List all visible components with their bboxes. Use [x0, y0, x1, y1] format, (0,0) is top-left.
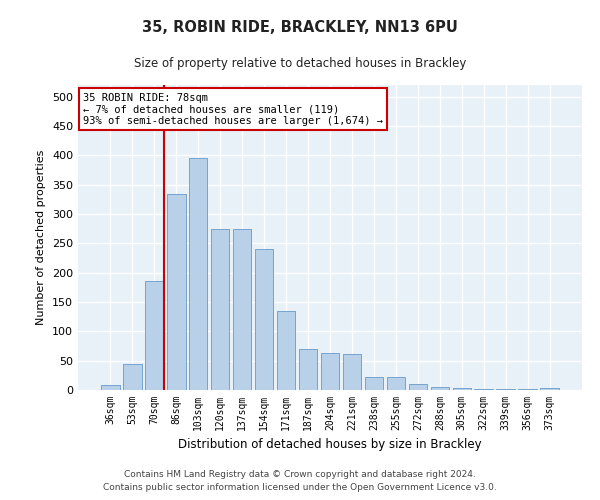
Bar [320, 353, 340, 390]
Bar [343, 354, 361, 390]
Bar [167, 194, 185, 390]
Bar [541, 388, 559, 390]
Bar [409, 384, 427, 390]
Bar [211, 228, 229, 390]
Text: 35, ROBIN RIDE, BRACKLEY, NN13 6PU: 35, ROBIN RIDE, BRACKLEY, NN13 6PU [142, 20, 458, 35]
X-axis label: Distribution of detached houses by size in Brackley: Distribution of detached houses by size … [178, 438, 482, 452]
Text: Contains HM Land Registry data © Crown copyright and database right 2024.: Contains HM Land Registry data © Crown c… [124, 470, 476, 479]
Y-axis label: Number of detached properties: Number of detached properties [37, 150, 46, 325]
Bar [101, 386, 119, 390]
Bar [452, 388, 471, 390]
Bar [277, 311, 295, 390]
Text: 35 ROBIN RIDE: 78sqm
← 7% of detached houses are smaller (119)
93% of semi-detac: 35 ROBIN RIDE: 78sqm ← 7% of detached ho… [83, 92, 383, 126]
Text: Contains public sector information licensed under the Open Government Licence v3: Contains public sector information licen… [103, 484, 497, 492]
Bar [123, 364, 142, 390]
Bar [386, 376, 405, 390]
Text: Size of property relative to detached houses in Brackley: Size of property relative to detached ho… [134, 58, 466, 70]
Bar [475, 389, 493, 390]
Bar [365, 376, 383, 390]
Bar [233, 228, 251, 390]
Bar [145, 282, 164, 390]
Bar [299, 349, 317, 390]
Bar [189, 158, 208, 390]
Bar [255, 249, 274, 390]
Bar [431, 387, 449, 390]
